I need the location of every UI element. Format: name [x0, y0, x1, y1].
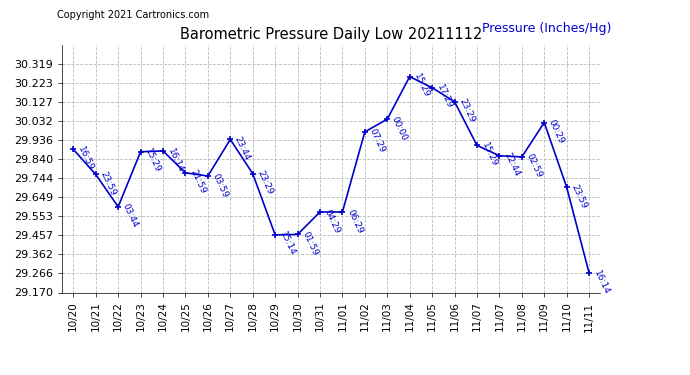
Text: 00:00: 00:00	[390, 115, 409, 142]
Text: 23:59: 23:59	[569, 183, 589, 210]
Text: 03:59: 03:59	[210, 172, 230, 199]
Text: 01:59: 01:59	[300, 230, 319, 257]
Text: 16:59: 16:59	[76, 145, 95, 172]
Text: Pressure (Inches/Hg): Pressure (Inches/Hg)	[482, 22, 611, 35]
Text: Copyright 2021 Cartronics.com: Copyright 2021 Cartronics.com	[57, 10, 209, 20]
Text: 17:29: 17:29	[435, 83, 454, 111]
Text: 15:29: 15:29	[144, 147, 162, 174]
Text: 15:29: 15:29	[480, 141, 499, 168]
Text: 00:29: 00:29	[547, 118, 566, 145]
Text: 16:14: 16:14	[166, 147, 185, 174]
Title: Barometric Pressure Daily Low 20211112: Barometric Pressure Daily Low 20211112	[180, 27, 482, 42]
Text: 06:29: 06:29	[345, 208, 364, 235]
Text: 21:59: 21:59	[188, 168, 207, 196]
Text: 03:44: 03:44	[121, 202, 140, 229]
Text: 15:29: 15:29	[413, 72, 431, 99]
Text: 07:29: 07:29	[368, 128, 386, 154]
Text: 22:44: 22:44	[502, 152, 521, 178]
Text: 02:59: 02:59	[524, 153, 544, 180]
Text: 23:59: 23:59	[99, 170, 117, 197]
Text: 23:29: 23:29	[255, 169, 275, 196]
Text: 23:44: 23:44	[233, 135, 252, 162]
Text: 15:14: 15:14	[278, 231, 297, 258]
Text: 16:14: 16:14	[592, 268, 611, 296]
Text: 04:29: 04:29	[323, 208, 342, 235]
Text: 23:29: 23:29	[457, 97, 476, 124]
